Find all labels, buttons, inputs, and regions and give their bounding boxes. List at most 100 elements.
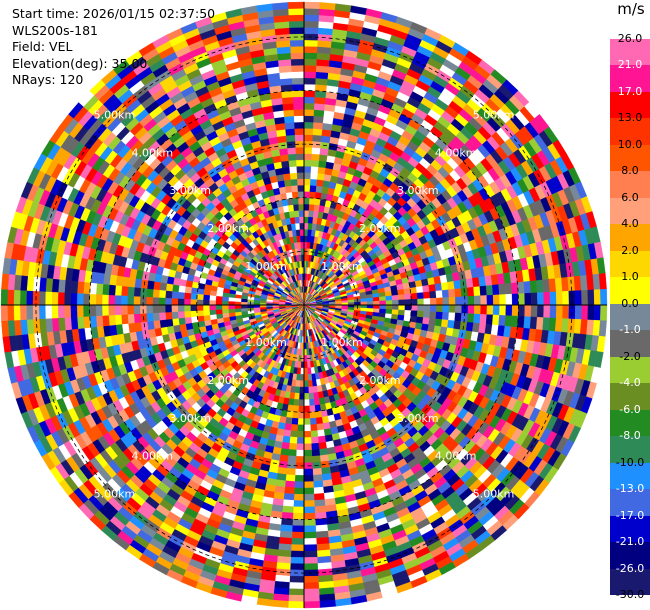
velocity-gate xyxy=(313,103,326,111)
velocity-gate xyxy=(373,304,381,310)
velocity-gate xyxy=(76,280,85,294)
velocity-gate xyxy=(183,298,191,306)
velocity-gate xyxy=(473,304,482,315)
velocity-gate xyxy=(303,474,314,483)
velocity-gate xyxy=(303,393,310,400)
velocity-gate xyxy=(291,411,299,419)
velocity-gate xyxy=(303,519,316,527)
velocity-gate xyxy=(440,282,449,291)
velocity-gate xyxy=(171,304,179,313)
velocity-gate xyxy=(13,304,21,321)
velocity-gate xyxy=(429,290,437,299)
velocity-gate xyxy=(379,304,387,310)
velocity-gate xyxy=(190,298,198,306)
velocity-gates xyxy=(0,1,608,609)
velocity-gate xyxy=(312,385,319,394)
velocity-gate xyxy=(518,304,526,317)
velocity-gate xyxy=(311,455,321,463)
velocity-gate xyxy=(1,320,10,337)
velocity-gate xyxy=(397,309,406,316)
velocity-gate xyxy=(133,286,142,297)
velocity-gate xyxy=(303,216,309,224)
velocity-gate xyxy=(202,304,210,311)
velocity-gate xyxy=(114,294,122,306)
velocity-gate xyxy=(292,506,305,514)
velocity-gate xyxy=(303,96,316,104)
velocity-gate xyxy=(448,288,456,298)
velocity-gate xyxy=(297,418,305,426)
velocity-gate xyxy=(303,544,318,552)
velocity-gate xyxy=(448,312,456,322)
velocity-gate xyxy=(518,293,526,306)
velocity-gate xyxy=(308,216,314,224)
velocity-gate xyxy=(543,291,551,306)
velocity-gate xyxy=(171,290,179,299)
velocity-gate xyxy=(183,310,192,318)
velocity-gate xyxy=(177,298,185,306)
velocity-gate xyxy=(313,499,326,507)
velocity-gate xyxy=(422,285,430,293)
velocity-gate xyxy=(158,312,167,321)
velocity-gate xyxy=(434,318,443,327)
velocity-gate xyxy=(308,392,315,400)
velocity-gate xyxy=(448,296,456,306)
velocity-gate xyxy=(288,594,305,602)
velocity-gate xyxy=(95,315,104,328)
velocity-gate xyxy=(209,304,216,311)
velocity-gate xyxy=(303,386,309,394)
velocity-gate xyxy=(523,280,532,294)
velocity-gate xyxy=(184,316,193,325)
velocity-gate xyxy=(312,392,320,400)
velocity-gate xyxy=(288,588,305,596)
velocity-gate xyxy=(598,273,607,290)
velocity-gate xyxy=(202,299,210,306)
velocity-gate xyxy=(197,315,205,323)
velocity-gate xyxy=(308,210,315,218)
velocity-gate xyxy=(598,320,607,337)
velocity-gate xyxy=(593,289,601,306)
velocity-gate xyxy=(234,304,242,309)
velocity-gate xyxy=(303,594,320,602)
velocity-gate xyxy=(303,45,318,54)
velocity-gate xyxy=(311,442,320,451)
velocity-gate xyxy=(64,279,72,294)
velocity-gate xyxy=(530,292,538,306)
velocity-gate xyxy=(120,285,129,296)
velocity-gate xyxy=(310,424,318,432)
velocity-gate xyxy=(441,312,450,321)
velocity-gate xyxy=(303,197,310,205)
velocity-gate xyxy=(120,295,128,306)
velocity-gate xyxy=(308,398,315,407)
velocity-gate xyxy=(57,291,65,306)
velocity-gate xyxy=(310,430,319,438)
velocity-gate xyxy=(410,298,418,306)
velocity-gate xyxy=(505,304,513,317)
velocity-gate xyxy=(95,282,104,295)
velocity-gate xyxy=(209,309,217,316)
velocity-gate xyxy=(76,304,84,318)
velocity-gate xyxy=(95,304,103,317)
velocity-gate xyxy=(423,291,431,299)
velocity-gate xyxy=(278,537,293,545)
velocity-gate xyxy=(89,293,97,306)
velocity-gate xyxy=(303,506,316,514)
velocity-gate xyxy=(303,443,312,451)
velocity-gate xyxy=(38,290,46,306)
velocity-gate xyxy=(403,287,411,295)
velocity-gate xyxy=(379,296,387,302)
velocity-gate xyxy=(317,166,326,175)
velocity-gate xyxy=(467,295,475,306)
velocity-gate xyxy=(102,283,110,296)
velocity-gate xyxy=(294,481,305,489)
velocity-gate xyxy=(587,304,595,321)
velocity-gate xyxy=(108,294,116,306)
velocity-gate xyxy=(423,298,431,306)
velocity-gate xyxy=(290,550,305,558)
velocity-gate xyxy=(303,437,312,445)
velocity-gate xyxy=(303,456,313,464)
velocity-gate xyxy=(315,524,329,533)
velocity-gate xyxy=(385,295,393,301)
velocity-gate xyxy=(384,290,393,297)
velocity-gate xyxy=(310,436,319,444)
velocity-gate xyxy=(146,288,154,298)
